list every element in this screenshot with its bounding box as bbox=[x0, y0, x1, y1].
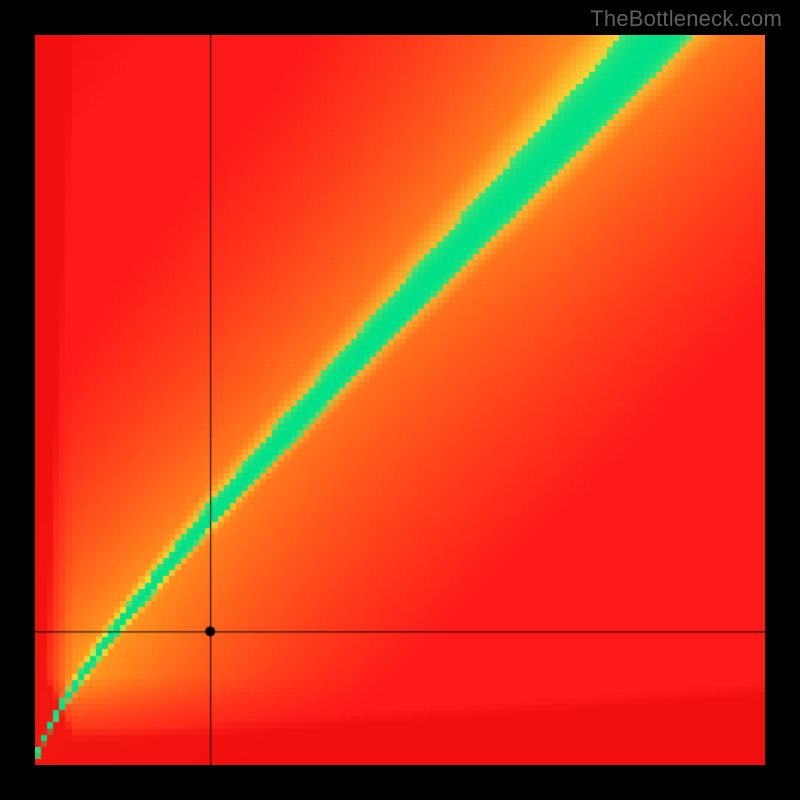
bottleneck-heatmap bbox=[35, 35, 765, 765]
chart-container: TheBottleneck.com bbox=[0, 0, 800, 800]
watermark-text: TheBottleneck.com bbox=[590, 6, 782, 32]
